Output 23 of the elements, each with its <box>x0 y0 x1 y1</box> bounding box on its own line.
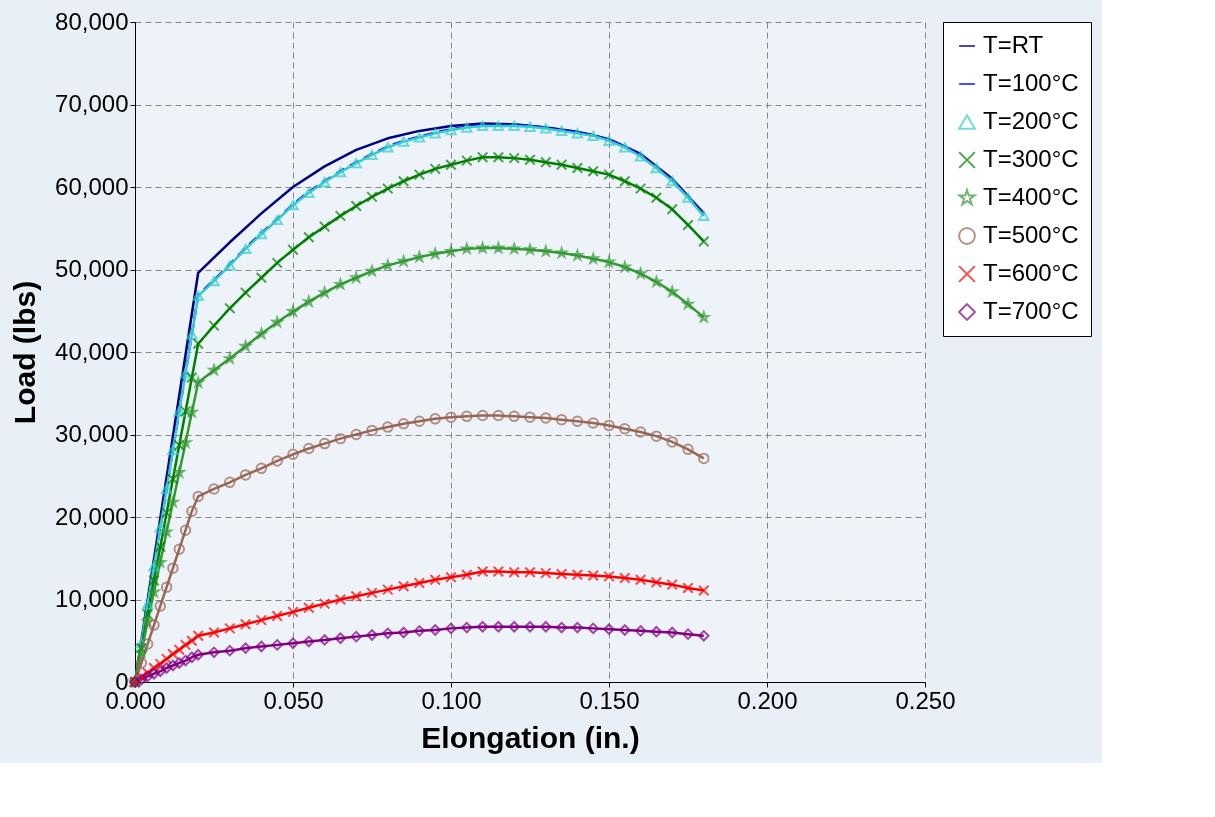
y-tick-label: 10,000 <box>55 585 129 612</box>
legend-label: T=100°C <box>983 69 1079 96</box>
legend-label: T=RT <box>983 31 1044 58</box>
x-axis-title: Elongation (in.) <box>421 720 640 754</box>
y-tick-label: 80,000 <box>55 7 129 35</box>
legend-label: T=500°C <box>983 221 1079 248</box>
y-tick-label: 60,000 <box>55 172 129 200</box>
y-tick-label: 20,000 <box>55 502 129 530</box>
legend-label: T=300°C <box>983 145 1079 172</box>
y-tick-label: 40,000 <box>55 337 129 365</box>
legend-label: T=700°C <box>983 297 1079 324</box>
x-tick-label: 0.150 <box>579 686 640 714</box>
legend-label: T=600°C <box>983 259 1079 286</box>
y-tick-label: 30,000 <box>55 420 129 447</box>
x-tick-label: 0.100 <box>421 686 482 714</box>
y-tick-label: 70,000 <box>55 90 129 117</box>
x-tick-label: 0.050 <box>263 686 324 714</box>
x-tick-label: 0.250 <box>895 686 956 714</box>
y-axis-title: Load (lbs) <box>8 280 42 425</box>
x-tick-label: 0.200 <box>737 686 798 714</box>
legend-label: T=400°C <box>983 183 1079 210</box>
legend-label: T=200°C <box>983 107 1079 134</box>
y-tick-label: 50,000 <box>55 255 129 282</box>
